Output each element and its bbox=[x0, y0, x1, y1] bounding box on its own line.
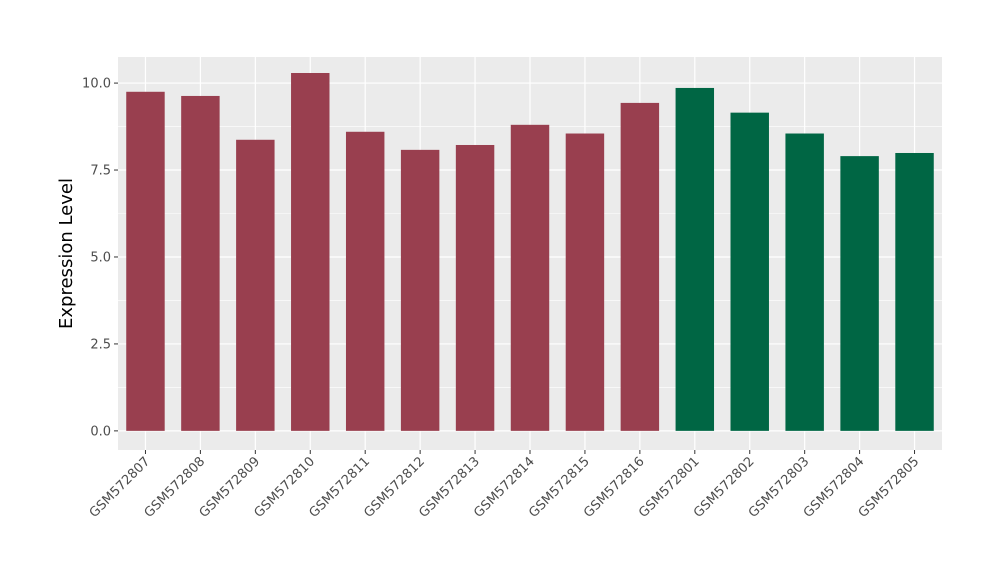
bar-GSM572816 bbox=[620, 102, 660, 431]
y-tick-label: 10.0 bbox=[82, 77, 111, 92]
bar-GSM572807 bbox=[126, 91, 165, 431]
x-axis: GSM572807GSM572808GSM572809GSM572810GSM5… bbox=[87, 450, 922, 521]
bars bbox=[126, 72, 934, 431]
bar-GSM572809 bbox=[236, 139, 275, 431]
bar-GSM572803 bbox=[785, 133, 824, 431]
bar-GSM572810 bbox=[291, 72, 330, 431]
bar-GSM572802 bbox=[730, 112, 769, 431]
bar-GSM572812 bbox=[400, 149, 440, 431]
y-tick-label: 7.5 bbox=[90, 164, 111, 179]
bar-GSM572801 bbox=[675, 87, 715, 431]
y-tick-label: 0.0 bbox=[90, 424, 111, 439]
bar-GSM572805 bbox=[895, 152, 934, 431]
y-axis: 0.0 2.5 5.0 7.5 10.0 bbox=[82, 77, 118, 439]
bar-GSM572808 bbox=[181, 95, 220, 431]
bar-GSM572815 bbox=[565, 133, 605, 431]
y-tick-label: 2.5 bbox=[90, 337, 111, 352]
y-tick-label: 5.0 bbox=[90, 250, 111, 265]
bar-GSM572811 bbox=[345, 131, 385, 431]
y-axis-title: Expression Level bbox=[56, 178, 77, 329]
bar-GSM572813 bbox=[455, 144, 495, 431]
bar-GSM572804 bbox=[840, 156, 879, 431]
bar-GSM572814 bbox=[510, 124, 550, 431]
